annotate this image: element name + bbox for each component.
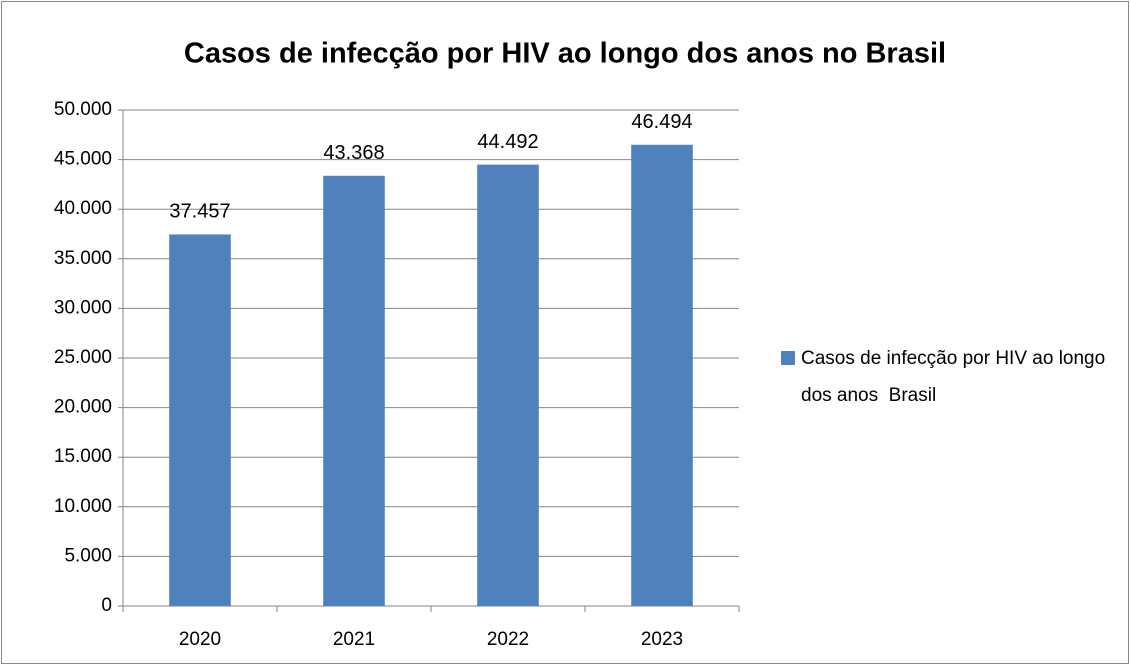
bar xyxy=(323,175,385,607)
y-tick-label: 20.000 xyxy=(54,397,112,418)
chart-title: Casos de infecção por HIV ao longo dos a… xyxy=(184,38,946,70)
y-tick-label: 30.000 xyxy=(54,297,112,318)
y-tick-label: 45.000 xyxy=(54,149,112,170)
y-tick-label: 25.000 xyxy=(54,347,112,368)
x-tick-label: 2020 xyxy=(179,629,221,650)
y-tick-label: 15.000 xyxy=(54,446,112,467)
data-label: 43.368 xyxy=(323,142,384,164)
data-label: 46.494 xyxy=(631,111,692,133)
legend-label: Casos de infecção por HIV ao longo dos a… xyxy=(801,348,1111,406)
y-tick-label: 40.000 xyxy=(54,198,112,219)
y-tick-label: 35.000 xyxy=(54,248,112,269)
y-tick-label: 0 xyxy=(101,595,112,616)
bar xyxy=(477,164,539,607)
y-tick-label: 50.000 xyxy=(54,99,112,120)
x-tick-label: 2021 xyxy=(333,629,375,650)
y-tick-label: 5.000 xyxy=(64,545,112,566)
bar xyxy=(631,144,693,606)
data-label: 44.492 xyxy=(477,131,538,153)
y-tick-label: 10.000 xyxy=(54,496,112,517)
x-tick-label: 2022 xyxy=(487,629,529,650)
legend-swatch xyxy=(781,351,795,365)
bar xyxy=(169,234,231,606)
x-tick-label: 2023 xyxy=(641,629,683,650)
data-label: 37.457 xyxy=(169,201,230,223)
